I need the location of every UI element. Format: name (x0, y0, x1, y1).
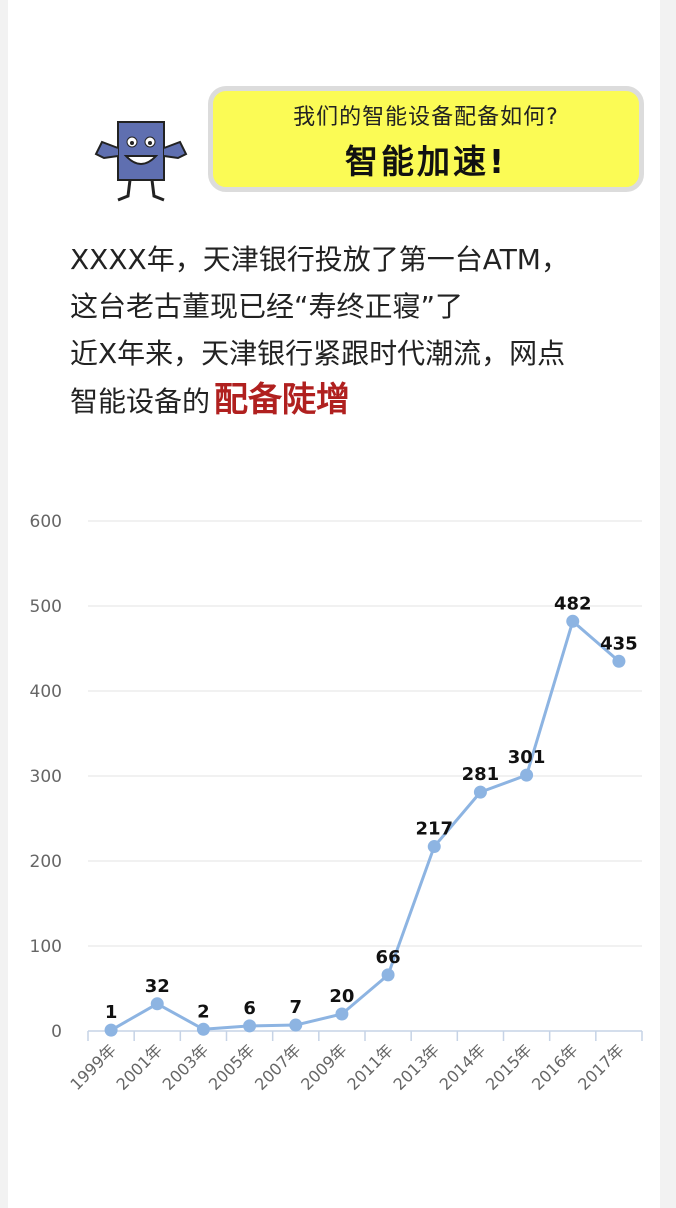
intro-text: XXXX年，天津银行投放了第一台ATM， 这台老古董现已经“寿终正寝”了 近X年… (70, 236, 650, 425)
data-label: 7 (289, 997, 302, 1018)
data-label: 281 (462, 764, 500, 785)
x-tick-label: 2009年 (297, 1040, 351, 1094)
data-point (196, 1022, 210, 1036)
data-label: 32 (145, 976, 170, 997)
x-tick-label: 2011年 (343, 1040, 397, 1094)
data-label: 1 (105, 1002, 118, 1023)
intro-line-4: 智能设备的 配备陡增 (70, 377, 650, 425)
intro-line-2: 这台老古董现已经“寿终正寝”了 (70, 290, 464, 323)
data-point (104, 1023, 118, 1037)
x-tick-label: 2003年 (159, 1040, 213, 1094)
content-card: 我们的智能设备配备如何? 智能加速! XXXX年，天津银行投放了第一台ATM， … (8, 0, 660, 1208)
data-point (150, 997, 164, 1011)
data-point (243, 1019, 257, 1033)
line-chart: 01002003004005006001999年2001年2003年2005年2… (30, 512, 643, 1094)
data-point (566, 614, 580, 628)
intro-highlight: 配备陡增 (214, 380, 351, 420)
x-tick-label: 2007年 (251, 1040, 305, 1094)
bubble-question: 我们的智能设备配备如何? (293, 105, 559, 130)
y-tick-label: 200 (30, 852, 62, 872)
data-label: 6 (243, 998, 256, 1019)
x-tick-label: 1999年 (66, 1040, 120, 1094)
data-label: 482 (554, 593, 592, 614)
mascot-icon (94, 121, 188, 202)
bubble-answer: 智能加速! (344, 142, 508, 181)
y-tick-label: 300 (30, 767, 62, 787)
intro-line-1: XXXX年，天津银行投放了第一台ATM， (70, 243, 569, 276)
x-tick-label: 2005年 (205, 1040, 259, 1094)
y-tick-label: 500 (30, 597, 62, 617)
y-tick-label: 100 (30, 937, 62, 957)
x-tick-label: 2015年 (482, 1040, 536, 1094)
data-point (520, 768, 534, 782)
intro-line-3: 近X年来，天津银行紧跟时代潮流，网点 (70, 337, 566, 370)
y-tick-label: 0 (51, 1022, 62, 1042)
data-point (289, 1018, 303, 1032)
data-label: 66 (376, 947, 401, 968)
data-label: 20 (329, 986, 354, 1007)
x-tick-label: 2013年 (390, 1040, 444, 1094)
data-label: 2 (197, 1001, 210, 1022)
x-tick-label: 2016年 (528, 1040, 582, 1094)
speech-bubble: 我们的智能设备配备如何? 智能加速! (208, 86, 644, 192)
data-label: 217 (415, 819, 453, 840)
data-label: 301 (508, 747, 546, 768)
x-tick-label: 2014年 (436, 1040, 490, 1094)
data-point (427, 840, 441, 854)
data-point (612, 654, 626, 668)
data-label: 435 (600, 633, 638, 654)
y-tick-label: 400 (30, 682, 62, 702)
y-tick-label: 600 (30, 512, 62, 532)
intro-line-4-prefix: 智能设备的 (70, 385, 211, 418)
data-point (335, 1007, 349, 1021)
data-point (473, 785, 487, 799)
x-tick-label: 2017年 (574, 1040, 628, 1094)
series-line (110, 619, 620, 1032)
data-point (381, 968, 395, 982)
x-tick-label: 2001年 (113, 1040, 167, 1094)
